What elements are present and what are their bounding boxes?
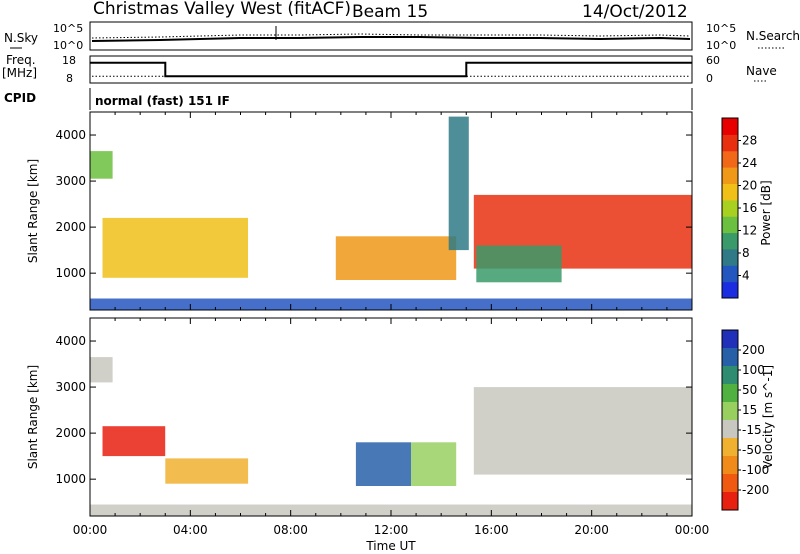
power-colorbar-swatch (722, 150, 738, 168)
noise-right-label: N.Search (746, 29, 800, 43)
velocity-colorbar-swatch (722, 330, 738, 349)
power-colorbar: 4 8 12 16 20 24 28 (721, 117, 757, 299)
velocity-colorbar-tick-label: 15 (742, 403, 757, 417)
power-colorbar-swatch (722, 199, 738, 217)
velocity-colorbar-tick-label: -50 (742, 443, 762, 457)
power-ylabel: Slant Range [km] (26, 159, 40, 263)
velocity-colorbar-swatch (722, 420, 738, 439)
power-colorbar-tick-label: 16 (742, 201, 757, 215)
velocity-xtick-label: 08:00 (273, 523, 308, 537)
power-colorbar-tick-label: 12 (742, 224, 757, 238)
power-ytick-label: 3000 (55, 174, 86, 188)
power-colorbar-swatch (722, 216, 738, 234)
freq-panel-frame (89, 55, 693, 84)
power-region (102, 217, 248, 278)
cpid-label: CPID (4, 91, 36, 105)
velocity-colorbar-swatch (722, 348, 738, 367)
power-colorbar-tick-label: 24 (742, 156, 757, 170)
velocity-ytick-label: 2000 (55, 426, 86, 440)
noise-tick-top-left: 10^5 (53, 22, 83, 35)
velocity-xtick-label: 12:00 (374, 523, 409, 537)
velocity-colorbar: 200 100 50 15 -15 -50 -100 -200 (721, 329, 769, 511)
power-xtickmarks (89, 112, 693, 310)
power-colorbar-swatch (722, 134, 738, 152)
noise-tick-bottom-right: 10^0 (706, 39, 736, 52)
velocity-ylabel: Slant Range [km] (26, 365, 40, 469)
power-colorbar-swatch (722, 118, 738, 135)
velocity-colorbar-tick-label: 100 (742, 363, 765, 377)
velocity-heatmap (90, 357, 692, 516)
power-colorbar-swatch (722, 167, 738, 184)
noise-panel-frame (89, 21, 693, 51)
beam-label: Beam 15 (352, 2, 428, 22)
velocity-xtick-label: 00:00 (675, 523, 710, 537)
velocity-colorbar-swatch (722, 402, 738, 421)
power-yticks: 1000 2000 3000 4000 (55, 128, 692, 280)
power-ytick-label: 1000 (55, 266, 86, 280)
velocity-ytick-label: 3000 (55, 380, 86, 394)
velocity-colorbar-tick-label: 200 (742, 343, 765, 357)
freq-trace (90, 61, 692, 78)
power-ytick-label: 4000 (55, 128, 86, 142)
power-colorbar-tick-label: 20 (742, 179, 757, 193)
velocity-xlabel: Time UT (365, 539, 416, 553)
power-colorbar-swatch (722, 265, 738, 283)
power-colorbar-tick-label: 28 (742, 134, 757, 148)
date-label: 14/Oct/2012 (582, 2, 688, 22)
freq-tick-bottom: 8 (66, 72, 73, 85)
freq-left-label-1: Freq. (6, 53, 36, 67)
power-colorbar-swatch (722, 232, 738, 250)
velocity-ytick-label: 1000 (55, 472, 86, 486)
power-colorbar-swatch (722, 248, 738, 266)
power-colorbar-label: Power [dB] (759, 180, 773, 245)
velocity-yticks: 1000 2000 3000 4000 (55, 334, 692, 486)
noise-tick-top-right: 10^5 (706, 22, 736, 35)
power-colorbar-swatch (722, 281, 738, 299)
velocity-xtick-label: 20:00 (574, 523, 609, 537)
velocity-colorbar-frame (721, 329, 739, 511)
velocity-region (90, 357, 113, 383)
velocity-region (102, 426, 166, 457)
velocity-colorbar-swatch (722, 438, 738, 457)
nave-tick-bottom: 0 (706, 72, 713, 85)
velocity-colorbar-tick-label: -15 (742, 423, 762, 437)
nave-tick-top: 60 (706, 54, 720, 67)
power-ytick-label: 2000 (55, 220, 86, 234)
velocity-colorbar-swatch (722, 384, 738, 403)
noise-left-label: N.Sky (4, 31, 38, 45)
velocity-colorbar-swatch (722, 456, 738, 475)
velocity-region (355, 442, 412, 486)
freq-left-label-2: [MHz] (2, 66, 37, 80)
velocity-colorbar-tick-label: -100 (742, 463, 769, 477)
velocity-xtick-label: 04:00 (173, 523, 208, 537)
cpid-text: normal (fast) 151 IF (95, 94, 230, 108)
station-title: Christmas Valley West (fitACF) (93, 0, 351, 19)
velocity-colorbar-tick-label: -200 (742, 483, 769, 497)
velocity-xtick-label: 00:00 (73, 523, 108, 537)
velocity-xtick-label: 16:00 (474, 523, 509, 537)
velocity-colorbar-label: Velocity [m s^-1] (761, 365, 775, 469)
power-colorbar-tick-label: 8 (742, 246, 750, 260)
power-colorbar-tick-label: 4 (742, 269, 750, 283)
power-region (448, 116, 469, 251)
velocity-colorbar-tick-label: 50 (742, 383, 757, 397)
velocity-colorbar-swatch (722, 492, 738, 511)
nave-label: Nave (746, 64, 777, 78)
velocity-colorbar-swatch (722, 474, 738, 493)
noise-sky-trace (91, 36, 691, 42)
noise-tick-bottom-left: 10^0 (53, 39, 83, 52)
power-region (335, 236, 457, 280)
freq-tick-top: 18 (62, 54, 76, 67)
velocity-colorbar-swatch (722, 366, 738, 385)
power-region (90, 151, 113, 179)
velocity-region (411, 442, 457, 486)
velocity-xticks: 00:00 04:00 08:00 12:00 16:00 20:00 00:00 (73, 318, 710, 537)
power-colorbar-swatch (722, 183, 738, 201)
velocity-region (165, 458, 249, 484)
velocity-ytick-label: 4000 (55, 334, 86, 348)
power-region (476, 245, 562, 283)
power-heatmap (90, 116, 692, 310)
velocity-region (473, 387, 692, 475)
